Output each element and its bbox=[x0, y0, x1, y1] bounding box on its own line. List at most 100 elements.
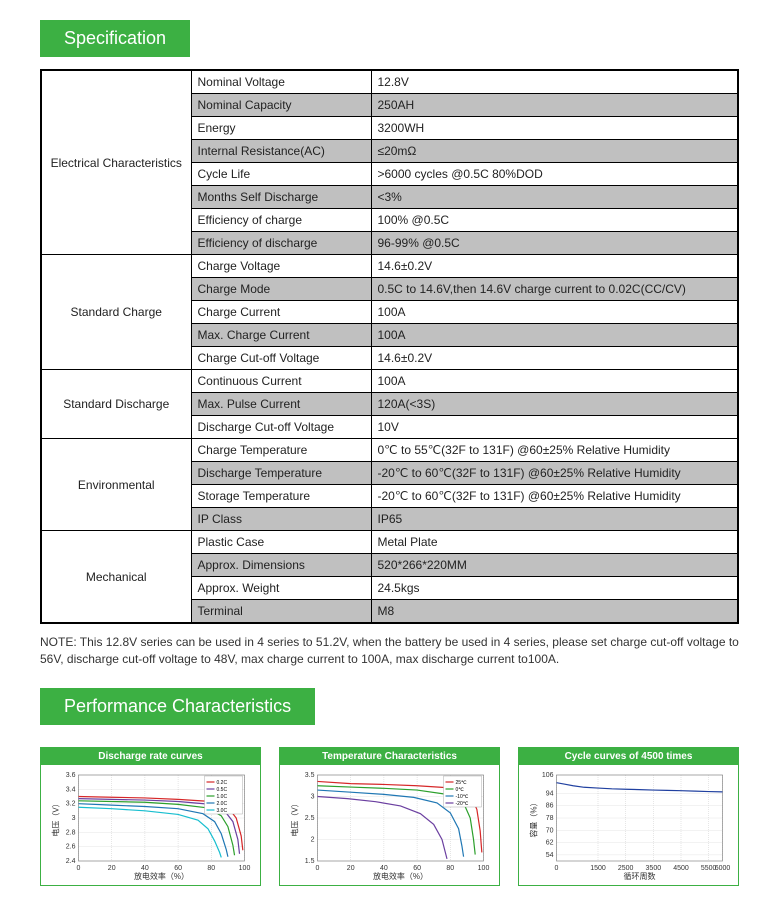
spec-param: Charge Voltage bbox=[191, 255, 371, 278]
svg-text:2.6: 2.6 bbox=[66, 843, 76, 850]
chart-svg: 2.42.62.833.23.43.6020406080100放电效率（%）电压… bbox=[45, 769, 256, 881]
svg-text:86: 86 bbox=[546, 802, 554, 809]
spec-param: Charge Temperature bbox=[191, 439, 371, 462]
spec-value: IP65 bbox=[371, 508, 738, 531]
spec-param: IP Class bbox=[191, 508, 371, 531]
svg-text:20: 20 bbox=[108, 865, 116, 872]
spec-param: Max. Pulse Current bbox=[191, 393, 371, 416]
svg-text:62: 62 bbox=[546, 839, 554, 846]
svg-text:容量（%）: 容量（%） bbox=[529, 798, 539, 837]
spec-param: Discharge Cut-off Voltage bbox=[191, 416, 371, 439]
performance-header: Performance Characteristics bbox=[40, 688, 315, 725]
specification-table: Electrical CharacteristicsNominal Voltag… bbox=[40, 69, 739, 624]
spec-value: -20℃ to 60℃(32F to 131F) @60±25% Relativ… bbox=[371, 462, 738, 485]
spec-param: Continuous Current bbox=[191, 370, 371, 393]
chart-body: 5462707886941060150025003500450055006000… bbox=[519, 765, 738, 885]
spec-param: Efficiency of discharge bbox=[191, 232, 371, 255]
spec-value: 96-99% @0.5C bbox=[371, 232, 738, 255]
svg-text:2.5: 2.5 bbox=[305, 815, 315, 822]
spec-value: -20℃ to 60℃(32F to 131F) @60±25% Relativ… bbox=[371, 485, 738, 508]
charts-row: Discharge rate curves2.42.62.833.23.43.6… bbox=[40, 747, 739, 886]
chart-svg: 1.522.533.5020406080100放电效率（%）电压（V）25℃0℃… bbox=[284, 769, 495, 881]
spec-value: 10V bbox=[371, 416, 738, 439]
chart-svg: 5462707886941060150025003500450055006000… bbox=[523, 769, 734, 881]
svg-text:3.6: 3.6 bbox=[66, 772, 76, 779]
spec-value: 14.6±0.2V bbox=[371, 255, 738, 278]
spec-category: Standard Discharge bbox=[41, 370, 191, 439]
spec-value: 100A bbox=[371, 370, 738, 393]
svg-text:6000: 6000 bbox=[715, 865, 731, 872]
spec-param: Discharge Temperature bbox=[191, 462, 371, 485]
svg-text:70: 70 bbox=[546, 827, 554, 834]
chart-title: Cycle curves of 4500 times bbox=[519, 748, 738, 765]
chart-body: 2.42.62.833.23.43.6020406080100放电效率（%）电压… bbox=[41, 765, 260, 885]
spec-param: Storage Temperature bbox=[191, 485, 371, 508]
spec-param: Nominal Voltage bbox=[191, 70, 371, 94]
spec-param: Internal Resistance(AC) bbox=[191, 140, 371, 163]
spec-param: Charge Cut-off Voltage bbox=[191, 347, 371, 370]
spec-param: Approx. Dimensions bbox=[191, 554, 371, 577]
spec-value: 24.5kgs bbox=[371, 577, 738, 600]
spec-value: 12.8V bbox=[371, 70, 738, 94]
spec-value: >6000 cycles @0.5C 80%DOD bbox=[371, 163, 738, 186]
chart-box: Discharge rate curves2.42.62.833.23.43.6… bbox=[40, 747, 261, 886]
spec-param: Charge Current bbox=[191, 301, 371, 324]
spec-value: ≤20mΩ bbox=[371, 140, 738, 163]
spec-param: Months Self Discharge bbox=[191, 186, 371, 209]
svg-text:1500: 1500 bbox=[590, 865, 606, 872]
svg-text:3.2: 3.2 bbox=[66, 800, 76, 807]
note-text: NOTE: This 12.8V series can be used in 4… bbox=[40, 634, 739, 668]
svg-text:60: 60 bbox=[413, 865, 421, 872]
spec-param: Cycle Life bbox=[191, 163, 371, 186]
spec-value: <3% bbox=[371, 186, 738, 209]
chart-title: Discharge rate curves bbox=[41, 748, 260, 765]
svg-text:80: 80 bbox=[446, 865, 454, 872]
spec-value: 100A bbox=[371, 301, 738, 324]
svg-text:2.8: 2.8 bbox=[66, 829, 76, 836]
svg-text:放电效率（%）: 放电效率（%） bbox=[134, 871, 189, 881]
svg-text:0.5C: 0.5C bbox=[217, 787, 228, 793]
spec-value: Metal Plate bbox=[371, 531, 738, 554]
svg-text:2500: 2500 bbox=[618, 865, 634, 872]
spec-param: Charge Mode bbox=[191, 278, 371, 301]
svg-text:1.0C: 1.0C bbox=[217, 794, 228, 800]
spec-value: 0.5C to 14.6V,then 14.6V charge current … bbox=[371, 278, 738, 301]
svg-text:0.2C: 0.2C bbox=[217, 780, 228, 786]
spec-param: Approx. Weight bbox=[191, 577, 371, 600]
svg-text:电压（V）: 电压（V） bbox=[290, 799, 300, 836]
svg-text:94: 94 bbox=[546, 790, 554, 797]
svg-text:60: 60 bbox=[174, 865, 182, 872]
spec-value: 250AH bbox=[371, 94, 738, 117]
svg-text:3.4: 3.4 bbox=[66, 786, 76, 793]
specification-header: Specification bbox=[40, 20, 190, 57]
svg-text:25℃: 25℃ bbox=[456, 780, 468, 786]
svg-text:放电效率（%）: 放电效率（%） bbox=[373, 871, 428, 881]
svg-text:2: 2 bbox=[311, 836, 315, 843]
spec-param: Terminal bbox=[191, 600, 371, 624]
svg-text:3: 3 bbox=[72, 815, 76, 822]
svg-text:1.5: 1.5 bbox=[305, 858, 315, 865]
svg-text:-10℃: -10℃ bbox=[456, 794, 469, 800]
svg-text:100: 100 bbox=[239, 865, 251, 872]
chart-body: 1.522.533.5020406080100放电效率（%）电压（V）25℃0℃… bbox=[280, 765, 499, 885]
spec-category: Environmental bbox=[41, 439, 191, 531]
spec-param: Nominal Capacity bbox=[191, 94, 371, 117]
spec-value: 120A(<3S) bbox=[371, 393, 738, 416]
svg-text:0: 0 bbox=[316, 865, 320, 872]
svg-text:40: 40 bbox=[141, 865, 149, 872]
svg-text:40: 40 bbox=[380, 865, 388, 872]
svg-text:循环周数: 循环周数 bbox=[624, 871, 656, 881]
spec-value: M8 bbox=[371, 600, 738, 624]
spec-value: 14.6±0.2V bbox=[371, 347, 738, 370]
svg-text:3.5: 3.5 bbox=[305, 772, 315, 779]
chart-title: Temperature Characteristics bbox=[280, 748, 499, 765]
svg-text:20: 20 bbox=[347, 865, 355, 872]
svg-text:106: 106 bbox=[542, 772, 554, 779]
spec-value: 0℃ to 55℃(32F to 131F) @60±25% Relative … bbox=[371, 439, 738, 462]
svg-text:3: 3 bbox=[311, 793, 315, 800]
svg-text:100: 100 bbox=[478, 865, 490, 872]
svg-text:54: 54 bbox=[546, 851, 554, 858]
svg-text:-20℃: -20℃ bbox=[456, 801, 469, 807]
svg-text:2.0C: 2.0C bbox=[217, 801, 228, 807]
svg-text:4500: 4500 bbox=[673, 865, 689, 872]
